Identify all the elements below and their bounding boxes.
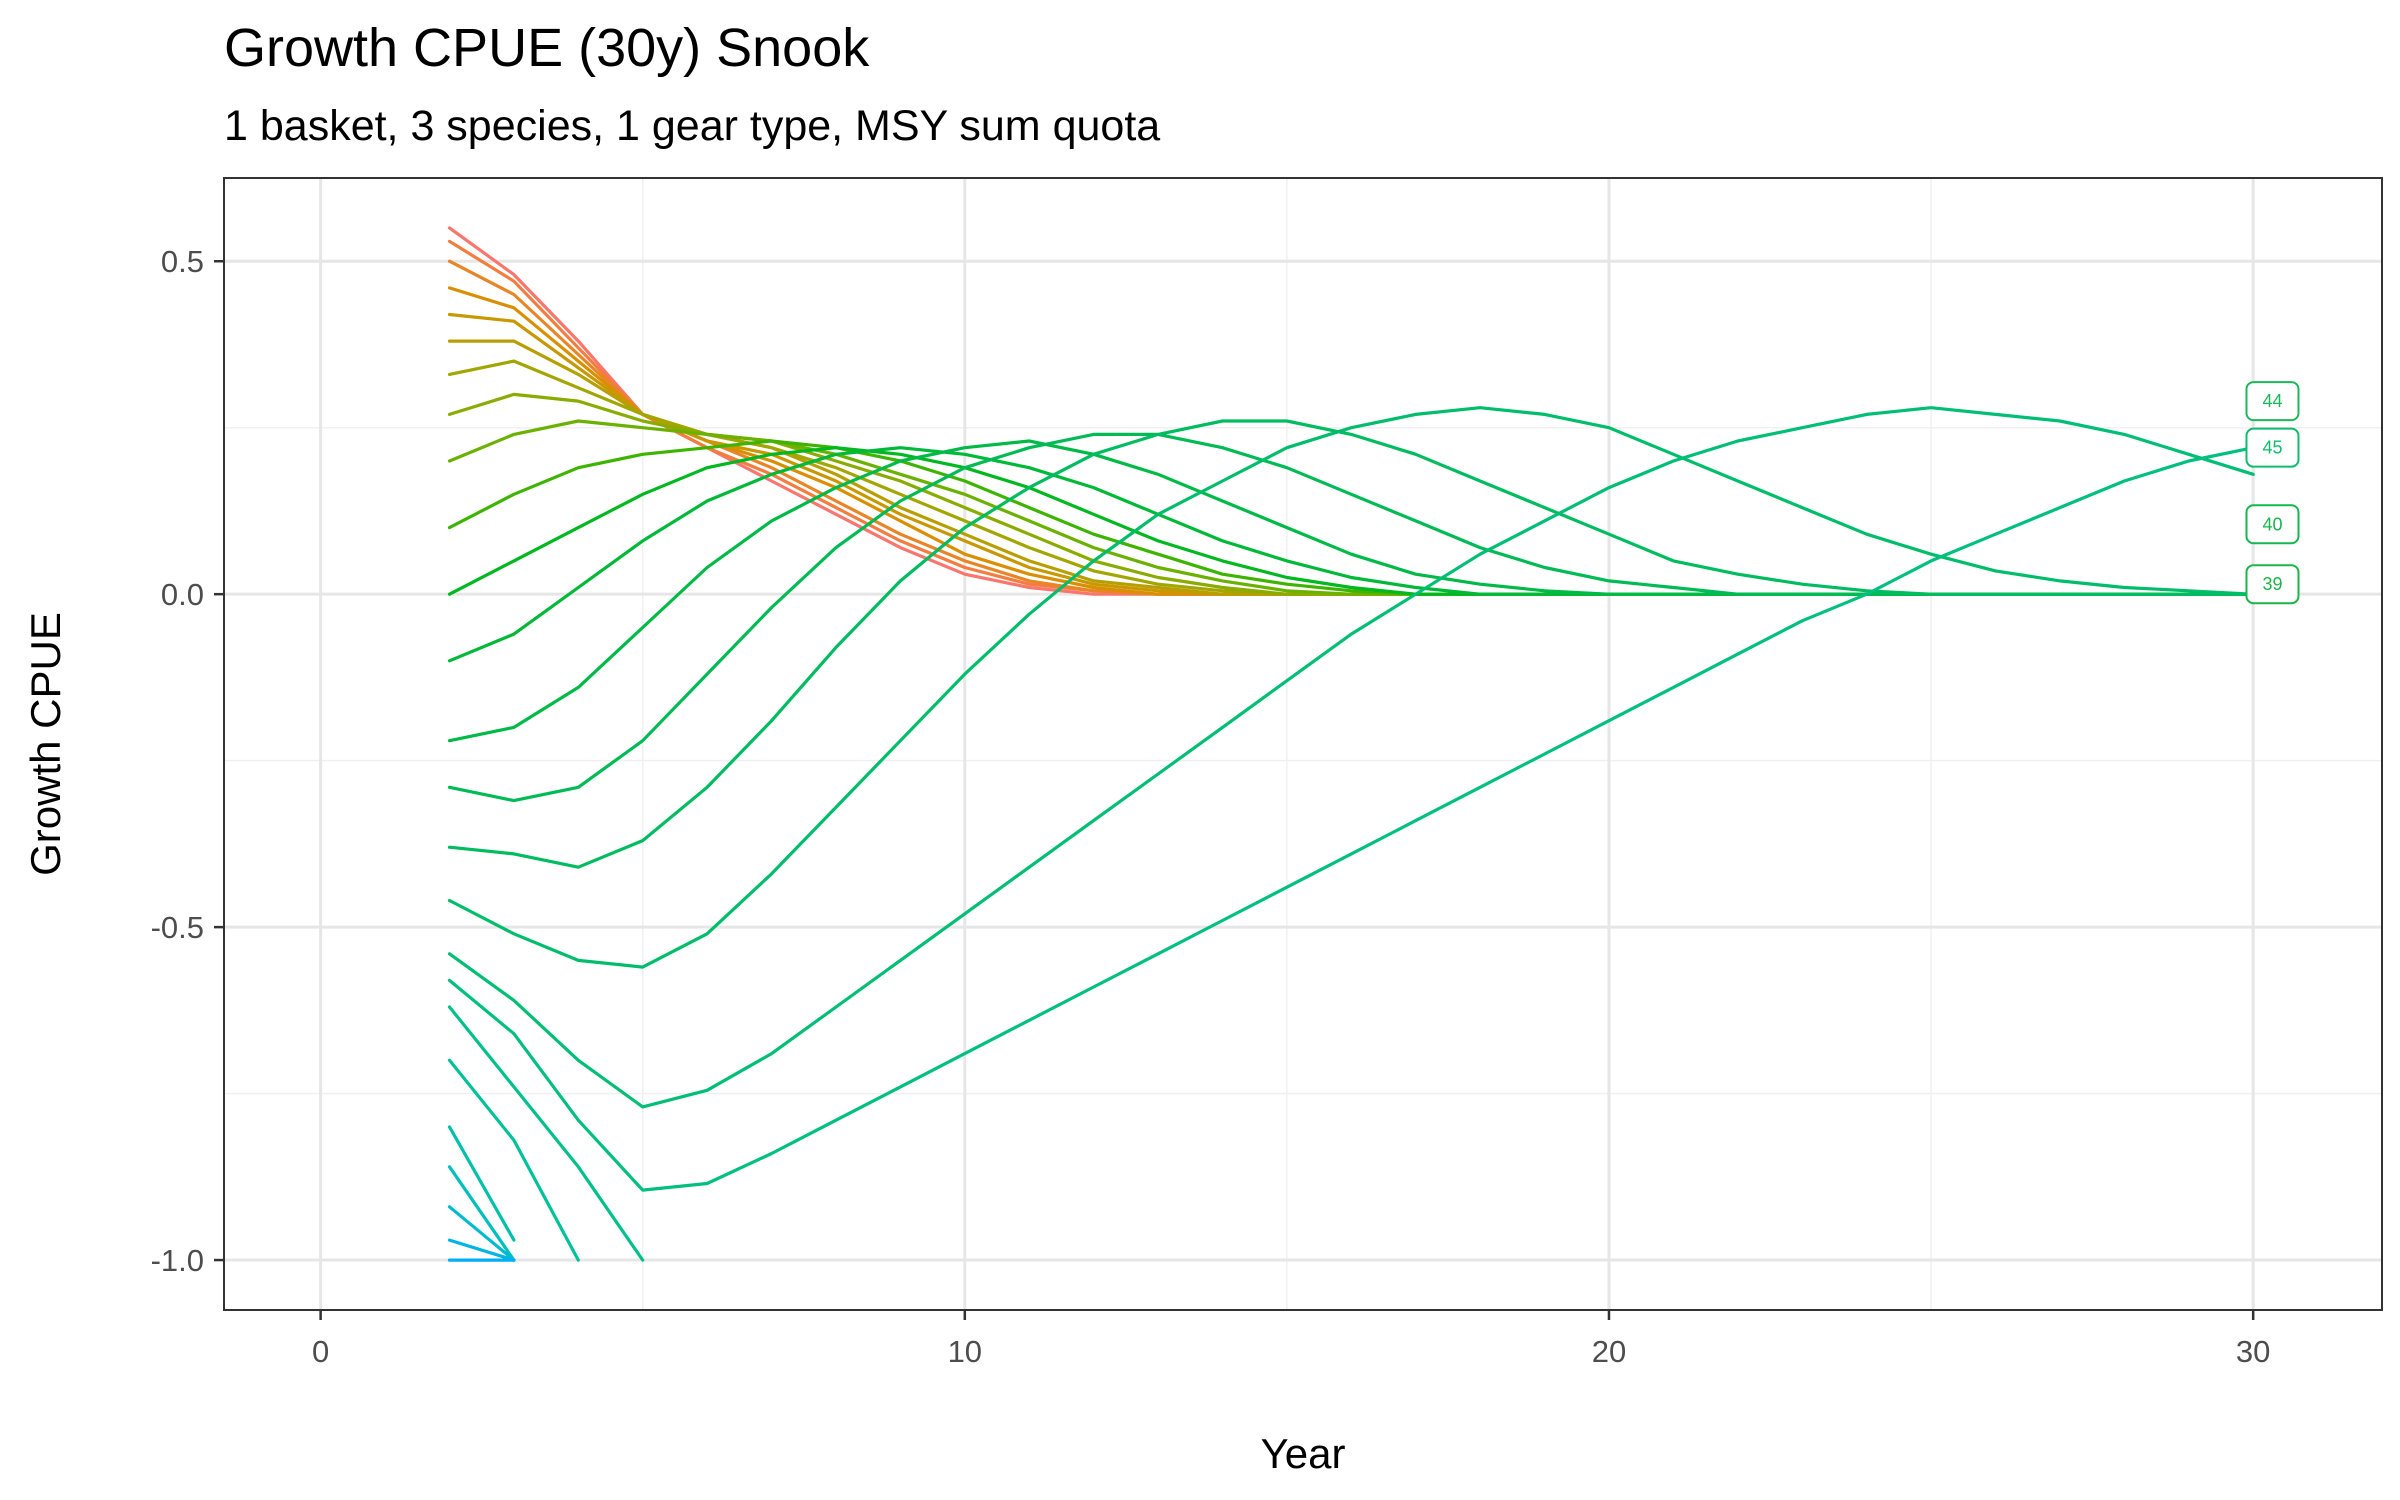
x-tick-label: 20 <box>1592 1334 1626 1369</box>
series-line <box>447 1058 580 1262</box>
end-label-text: 40 <box>2262 514 2282 534</box>
series-line <box>447 419 2255 869</box>
series-line <box>447 406 2255 969</box>
y-tick-label: -0.5 <box>151 910 204 945</box>
end-label-text: 44 <box>2262 391 2282 411</box>
end-label-text: 39 <box>2262 574 2282 594</box>
axes: 0 10 20 30 0.5 0.0 -0.5 -1.0 <box>151 244 2271 1369</box>
series-line <box>447 446 2255 1192</box>
series-line <box>447 1125 516 1242</box>
end-label-box <box>2245 564 2300 605</box>
chart-title: Growth CPUE (30y) Snook <box>224 18 870 78</box>
end-label-text: 45 <box>2262 438 2282 458</box>
end-label-box <box>2245 504 2300 545</box>
series-line <box>447 239 2255 596</box>
end-label-box <box>2245 381 2300 422</box>
x-tick-label: 10 <box>948 1334 982 1369</box>
series-line <box>447 432 2255 803</box>
y-axis-title: Growth CPUE <box>22 612 69 876</box>
chart-subtitle: 1 basket, 3 species, 1 gear type, MSY su… <box>224 102 1160 150</box>
y-tick-label: 0.0 <box>161 577 204 612</box>
series-line <box>447 406 2255 1109</box>
plot-grid <box>224 178 2382 1310</box>
series-line <box>447 1205 516 1262</box>
plot-panel <box>223 177 2383 1311</box>
series-line <box>447 1238 516 1262</box>
series-line <box>447 446 2255 596</box>
series-layer <box>447 226 2255 1262</box>
x-tick-label: 30 <box>2236 1334 2270 1369</box>
x-tick-label: 0 <box>312 1334 329 1369</box>
x-axis-title: Year <box>1261 1430 1346 1477</box>
y-tick-label: 0.5 <box>161 244 204 279</box>
series-line <box>447 286 2255 596</box>
series-line <box>447 1165 516 1262</box>
end-labels: 44 45 40 39 <box>2245 381 2300 605</box>
y-tick-label: -1.0 <box>151 1243 204 1278</box>
end-label-box <box>2245 427 2300 468</box>
series-line <box>447 1005 645 1262</box>
